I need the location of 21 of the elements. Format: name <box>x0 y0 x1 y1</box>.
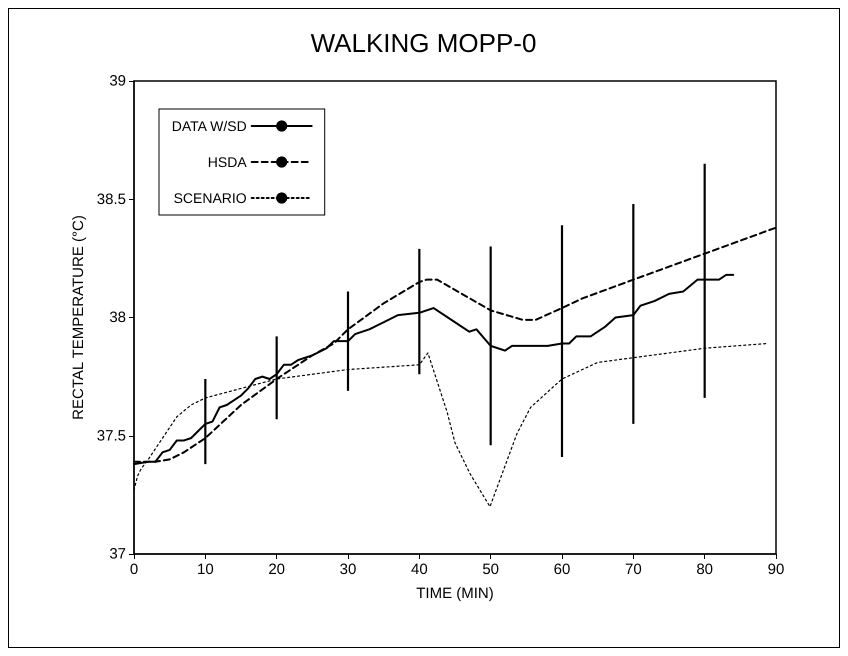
legend-label: SCENARIO <box>174 190 247 206</box>
x-tick-label: 50 <box>482 561 500 578</box>
y-tick-label: 37 <box>109 546 126 562</box>
x-tick-label: 80 <box>696 561 714 578</box>
y-tick-label: 37.5 <box>96 427 126 444</box>
legend-label: DATA W/SD <box>172 118 247 134</box>
y-tick-label: 39 <box>109 72 126 90</box>
y-tick-label: 38.5 <box>96 190 126 208</box>
x-tick-label: 30 <box>340 561 356 578</box>
x-tick-label: 60 <box>554 561 570 578</box>
x-tick-label: 20 <box>268 561 286 578</box>
y-tick-label: 38 <box>109 309 126 326</box>
y-axis-title: RECTAL TEMPERATURE (°C) <box>70 215 87 420</box>
x-tick-label: 90 <box>768 561 784 578</box>
chart-title: WALKING MOPP-0 <box>310 28 536 58</box>
legend-label: HSDA <box>208 154 248 170</box>
x-tick-label: 70 <box>624 561 642 578</box>
x-axis-title: TIME (MIN) <box>416 585 494 602</box>
x-tick-label: 40 <box>410 561 428 578</box>
x-tick-label: 10 <box>196 561 214 578</box>
x-tick-label: 0 <box>130 561 138 578</box>
